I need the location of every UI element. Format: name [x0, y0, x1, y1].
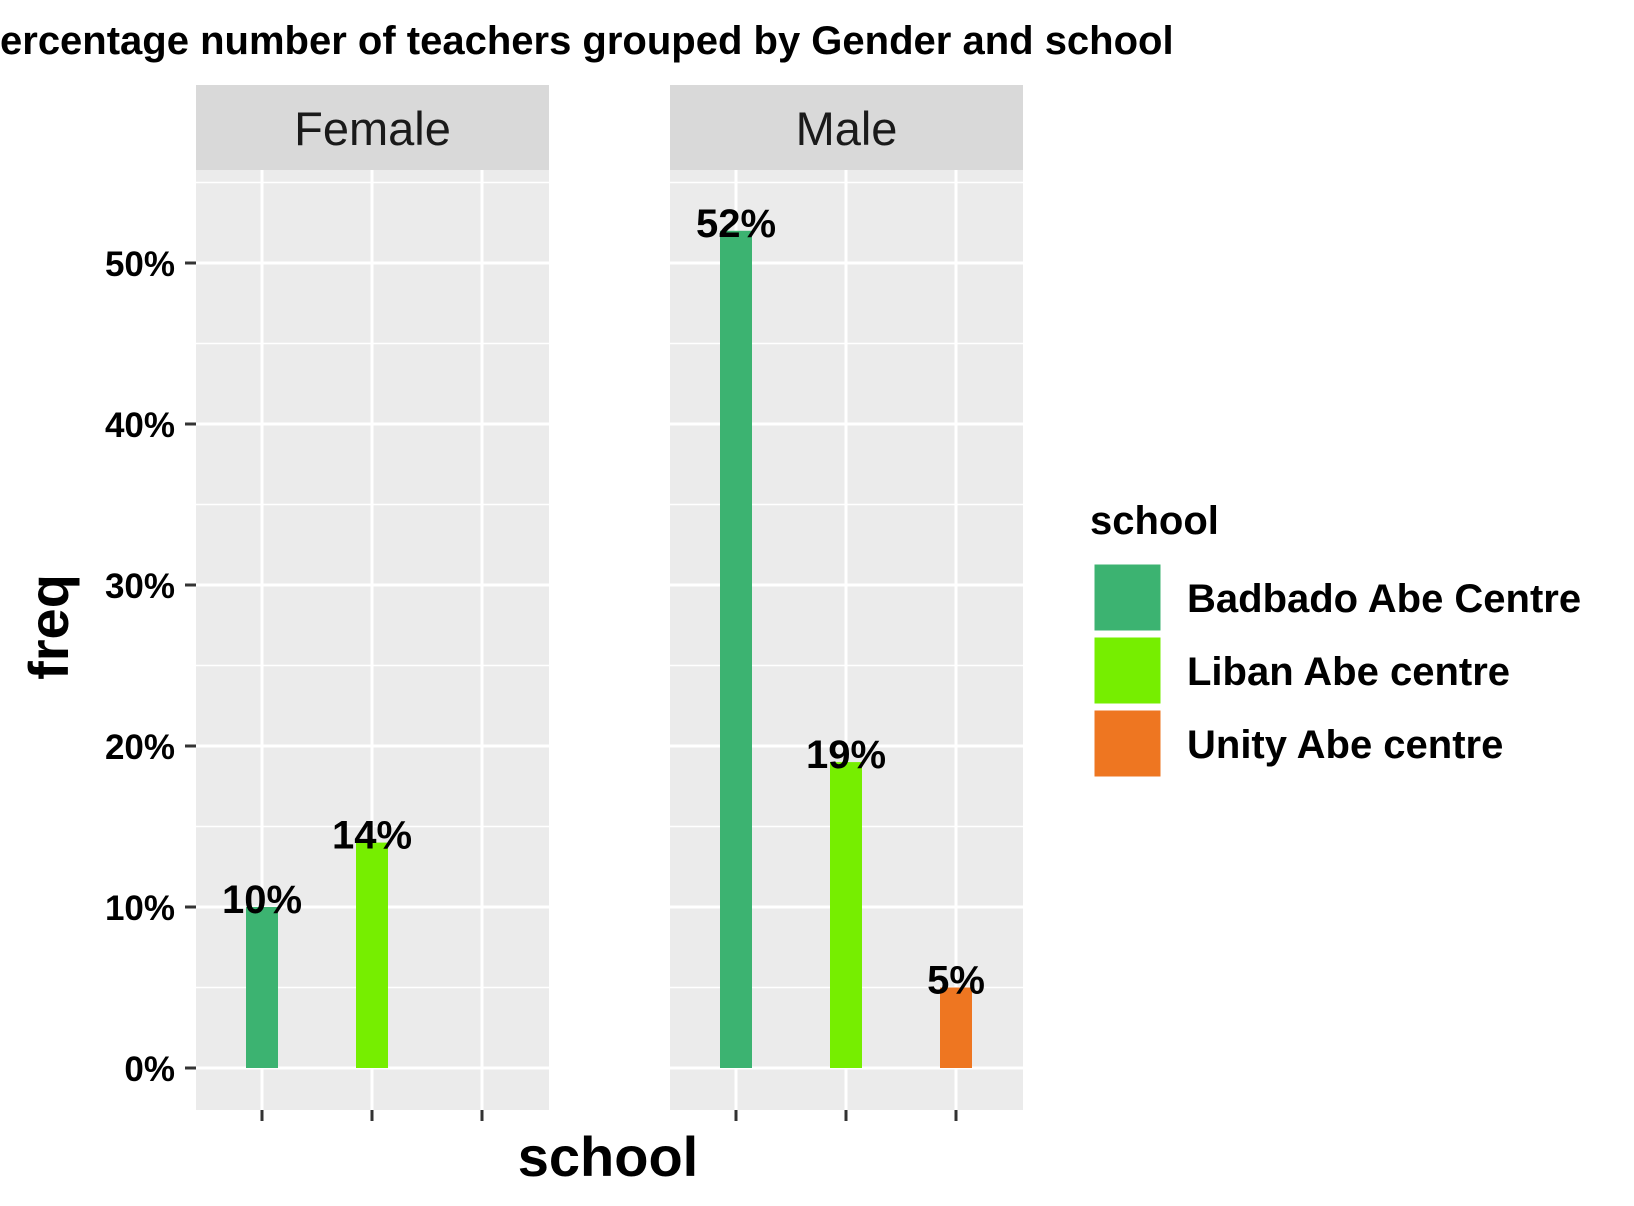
legend-label: Liban Abe centre	[1187, 650, 1510, 694]
y-tick-label: 20%	[105, 728, 175, 767]
bar	[830, 762, 862, 1068]
y-tick-label: 0%	[124, 1050, 175, 1089]
chart-title: ercentage number of teachers grouped by …	[0, 19, 1174, 63]
legend: school Badbado Abe Centre Liban Abe centr…	[1090, 499, 1581, 780]
y-axis-title: freq	[17, 574, 80, 680]
bar-data-label: 10%	[222, 878, 302, 922]
bar-data-label: 52%	[696, 202, 776, 246]
y-tick-label: 40%	[105, 406, 175, 445]
y-tick-label: 10%	[105, 889, 175, 928]
facet-strip	[670, 85, 1023, 170]
bar-data-label: 19%	[806, 733, 886, 777]
bar	[940, 987, 972, 1068]
legend-swatch	[1091, 634, 1164, 707]
bar	[720, 230, 752, 1069]
x-axis-title: school	[518, 1125, 698, 1188]
y-tick-label: 30%	[105, 567, 175, 606]
bar	[246, 907, 278, 1068]
legend-title: school	[1090, 499, 1219, 543]
panel-female: Female 10% 14%	[196, 85, 549, 1121]
facet-strip	[196, 85, 549, 170]
legend-label: Unity Abe centre	[1187, 723, 1503, 767]
facet-strip-label: Female	[294, 102, 451, 155]
panels-layer: Female 10% 14% Male 52% 19% 5%	[196, 85, 1023, 1121]
bar	[356, 842, 388, 1068]
bar-data-label: 5%	[927, 959, 985, 1003]
legend-label: Badbado Abe Centre	[1187, 577, 1581, 621]
y-axis: 0% 10% 20% 30% 40% 50%	[105, 245, 196, 1089]
panel-male: Male 52% 19% 5%	[670, 85, 1023, 1121]
facet-strip-label: Male	[796, 102, 898, 155]
y-tick-label: 50%	[105, 245, 175, 284]
legend-swatch	[1091, 707, 1164, 780]
bar-data-label: 14%	[332, 814, 412, 858]
legend-swatch	[1091, 561, 1164, 634]
